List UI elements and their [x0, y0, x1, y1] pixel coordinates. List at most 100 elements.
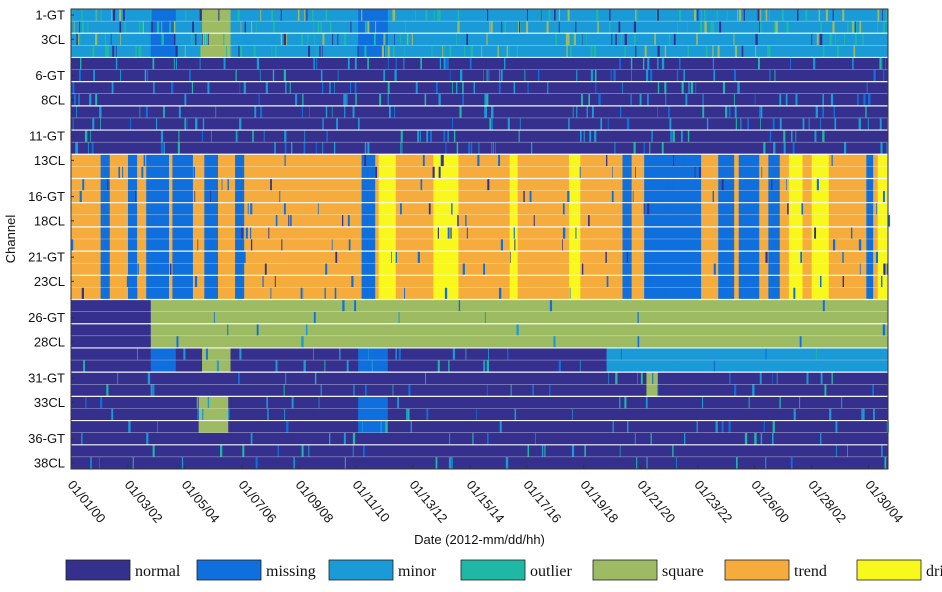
spike	[733, 33, 735, 46]
y-tick-label: 1-GT	[35, 8, 65, 23]
spike	[295, 94, 297, 106]
spike	[832, 21, 835, 33]
spike	[344, 457, 346, 469]
segment-ch34-1	[358, 408, 388, 421]
spike	[768, 45, 771, 58]
spike	[305, 324, 308, 336]
spike	[630, 94, 632, 106]
spike	[811, 33, 813, 46]
segment-ch15-18	[866, 178, 874, 191]
spike	[235, 69, 237, 82]
spike	[712, 21, 715, 33]
spike	[207, 81, 210, 94]
spike	[160, 142, 163, 154]
spike	[100, 215, 102, 227]
segment-ch14-6	[361, 166, 376, 179]
segment-ch20-19	[877, 239, 888, 252]
spike	[254, 106, 257, 118]
y-tick-label: 31-GT	[28, 371, 65, 386]
spike	[649, 142, 651, 154]
spike	[498, 69, 500, 82]
spike	[227, 324, 229, 336]
spike	[721, 420, 724, 433]
spike	[433, 9, 435, 21]
spike	[448, 360, 450, 372]
spike	[608, 372, 610, 384]
spike	[243, 251, 246, 263]
spike	[694, 9, 697, 21]
spike	[591, 106, 594, 118]
spike	[385, 45, 387, 58]
spike	[199, 45, 201, 58]
spike	[457, 21, 460, 33]
spike	[322, 142, 324, 154]
spike	[456, 33, 457, 46]
segment-ch13-8	[433, 154, 459, 167]
spike	[144, 69, 146, 82]
spike	[567, 9, 570, 21]
segment-ch22-1	[127, 263, 138, 276]
segment-ch21-16	[788, 251, 803, 264]
spike	[759, 372, 762, 384]
segment-ch22-15	[768, 263, 780, 276]
x-tick-label: 01/01/00	[65, 477, 109, 525]
spike	[331, 106, 333, 118]
spike	[518, 130, 520, 142]
segment-ch18-9	[509, 214, 518, 227]
segment-ch16-5	[235, 190, 245, 203]
spike	[612, 166, 613, 179]
segment-ch24-15	[768, 287, 780, 300]
spike	[571, 445, 575, 457]
spike	[137, 263, 139, 276]
spike	[306, 9, 308, 21]
segment-ch13-11	[622, 154, 632, 167]
spike	[387, 94, 389, 106]
spike	[843, 142, 847, 154]
spike	[748, 396, 750, 409]
spike	[797, 9, 799, 21]
channel-row-36	[71, 432, 888, 445]
spike	[541, 445, 544, 457]
spike	[201, 9, 204, 21]
spike	[732, 190, 734, 203]
spike	[96, 9, 98, 21]
segment-ch20-12	[644, 239, 702, 252]
spike	[132, 275, 135, 288]
spike	[314, 372, 317, 384]
spike	[274, 45, 277, 58]
spike	[471, 142, 473, 154]
spike	[350, 21, 352, 33]
spike	[488, 348, 489, 360]
spike	[155, 263, 157, 276]
spike	[177, 142, 180, 154]
segment-ch33-0	[198, 396, 229, 409]
spike	[853, 45, 856, 58]
spike	[886, 263, 889, 276]
spike	[331, 239, 333, 251]
spike	[89, 94, 92, 106]
spike	[216, 360, 219, 372]
spike	[404, 287, 406, 300]
spike	[786, 21, 789, 33]
spike	[486, 360, 489, 372]
spike	[353, 384, 355, 397]
legend-label-outlier: outlier	[530, 563, 572, 580]
spike	[760, 9, 762, 21]
segment-ch14-17	[811, 166, 829, 179]
spike	[765, 9, 768, 21]
spike	[250, 227, 252, 239]
spike	[316, 57, 318, 70]
spike	[647, 202, 650, 215]
spike	[756, 360, 758, 372]
spike	[879, 57, 882, 70]
spike	[850, 227, 853, 239]
spike	[863, 94, 866, 106]
spike	[513, 81, 516, 94]
spike	[112, 45, 115, 58]
spike	[283, 69, 286, 82]
spike	[439, 57, 442, 70]
spike	[737, 9, 739, 21]
segment-ch17-5	[235, 202, 245, 215]
spike	[465, 348, 467, 360]
segment-ch19-18	[866, 226, 874, 239]
